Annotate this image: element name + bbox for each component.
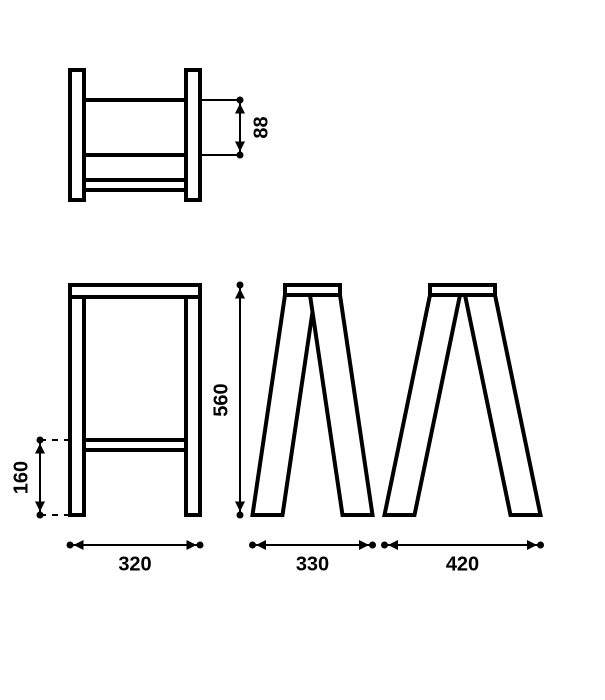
dimension-label: 330 bbox=[296, 553, 329, 575]
dimension-label: 88 bbox=[250, 116, 272, 138]
front-view: 560 160 320 bbox=[10, 285, 240, 575]
technical-drawing: 88 560 160 320 330 420 bbox=[0, 0, 605, 700]
dimension-label: 560 bbox=[210, 383, 232, 416]
dimension-label: 160 bbox=[10, 461, 32, 494]
side-view-b: 420 bbox=[385, 285, 541, 575]
side-view-a: 330 bbox=[253, 285, 373, 575]
dimension-label: 420 bbox=[446, 553, 479, 575]
dimension-label: 320 bbox=[118, 553, 151, 575]
top-view: 88 bbox=[70, 70, 272, 200]
